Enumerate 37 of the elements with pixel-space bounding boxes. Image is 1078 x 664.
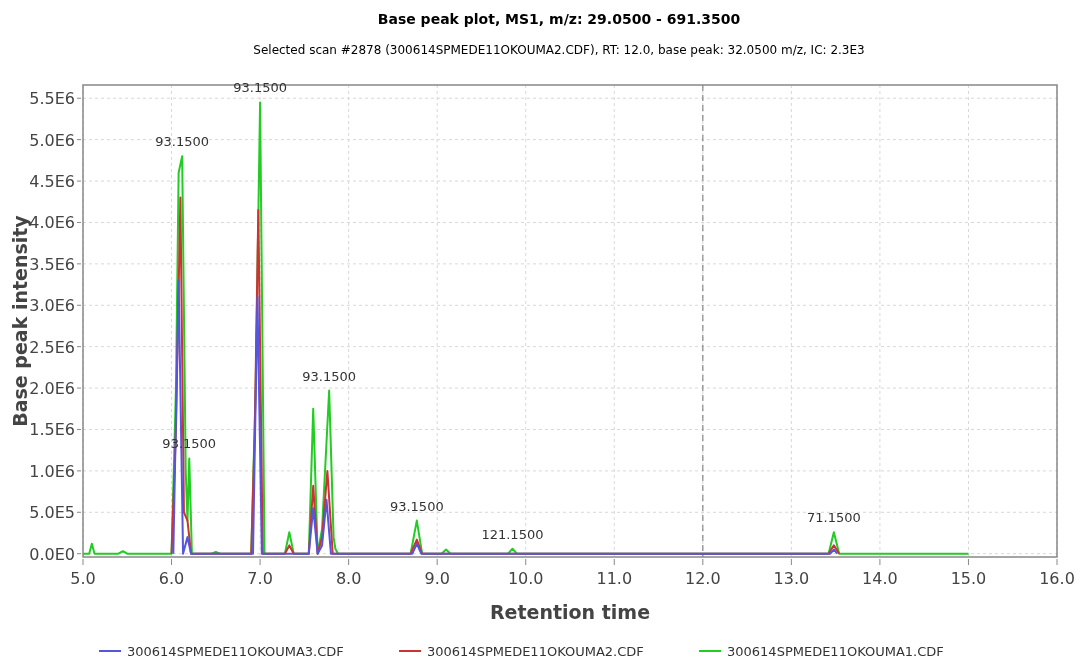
y-tick-label: 5.5E6 bbox=[29, 89, 75, 109]
legend-label: 300614SPMEDE11OKOUMA3.CDF bbox=[127, 644, 344, 659]
x-tick-label: 16.0 bbox=[1039, 569, 1075, 588]
y-axis-title: Base peak intensity bbox=[9, 214, 31, 427]
y-tick-label: 4.0E6 bbox=[29, 213, 75, 233]
annotation: 93.1500 bbox=[302, 368, 357, 384]
y-tick-label: 3.0E6 bbox=[29, 296, 75, 316]
x-tick-label: 10.0 bbox=[507, 569, 544, 588]
x-tick-label: 15.0 bbox=[950, 569, 987, 588]
y-tick-label: 5.0E6 bbox=[29, 130, 75, 150]
y-tick-label: 1.5E6 bbox=[29, 420, 75, 440]
chart-subtitle: Selected scan #2878 (300614SPMEDE11OKOUMA2.CDF), RT: 12.0, base peak: 32.0500 m/z, IC: 2.3E3 bbox=[253, 43, 865, 57]
x-tick-label: 5.0 bbox=[70, 569, 96, 588]
x-tick-label: 13.0 bbox=[773, 569, 810, 588]
legend-label: 300614SPMEDE11OKOUMA2.CDF bbox=[427, 644, 644, 659]
y-tick-label: 1.0E6 bbox=[29, 461, 75, 481]
legend-label: 300614SPMEDE11OKOUMA1.CDF bbox=[727, 644, 944, 659]
x-tick-label: 7.0 bbox=[247, 569, 273, 588]
y-tick-label: 5.0E5 bbox=[29, 503, 75, 523]
y-tick-label: 0.0E0 bbox=[29, 544, 75, 564]
annotation: 121.1500 bbox=[481, 526, 544, 542]
annotation: 93.1500 bbox=[155, 134, 210, 150]
annotation: 93.1500 bbox=[389, 498, 444, 514]
chart-title: Base peak plot, MS1, m/z: 29.0500 - 691.3500 bbox=[377, 11, 741, 27]
y-tick-label: 3.5E6 bbox=[29, 254, 75, 274]
x-tick-label: 11.0 bbox=[596, 569, 633, 588]
x-tick-label: 8.0 bbox=[335, 569, 362, 588]
y-tick-label: 4.5E6 bbox=[29, 172, 75, 192]
x-tick-label: 14.0 bbox=[862, 569, 898, 588]
y-tick-label: 2.0E6 bbox=[29, 379, 75, 399]
x-tick-label: 9.0 bbox=[424, 569, 450, 588]
x-tick-label: 12.0 bbox=[685, 569, 721, 588]
annotation: 93.1500 bbox=[233, 80, 287, 96]
x-axis-title: Retention time bbox=[489, 601, 651, 623]
annotation: 71.1500 bbox=[806, 510, 861, 526]
x-tick-label: 6.0 bbox=[158, 569, 185, 588]
y-tick-label: 2.5E6 bbox=[29, 337, 75, 357]
